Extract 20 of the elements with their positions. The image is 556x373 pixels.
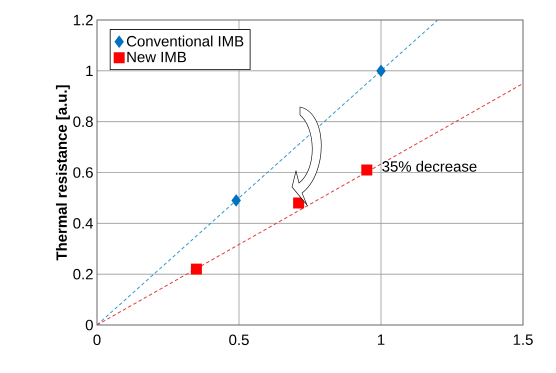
y-tick-label: 1 xyxy=(86,66,93,76)
legend-label: Conventional IMB xyxy=(126,36,244,47)
y-tick-label: 0 xyxy=(86,320,93,330)
y-tick-label: 0.4 xyxy=(73,218,94,229)
point xyxy=(361,164,372,176)
x-tick-label: 0.5 xyxy=(229,334,249,346)
annotation: 35% decrease xyxy=(382,160,477,172)
y-tick-label: 0.6 xyxy=(73,167,93,178)
y-tick-label: 0.8 xyxy=(73,116,93,127)
point xyxy=(376,64,386,77)
point xyxy=(190,264,202,275)
y-tick-label: 1.2 xyxy=(74,14,93,26)
legend-label: New IMB xyxy=(127,52,186,62)
point xyxy=(232,194,241,206)
x-tick-label: 0 xyxy=(93,334,101,346)
point xyxy=(293,197,304,208)
y-tick-label: 0.2 xyxy=(73,268,93,280)
x-tick-label: 1.5 xyxy=(514,334,533,345)
y-axis-title: Thermal resistance [a.u.] xyxy=(56,85,70,260)
x-tick-label: 1 xyxy=(378,334,384,345)
